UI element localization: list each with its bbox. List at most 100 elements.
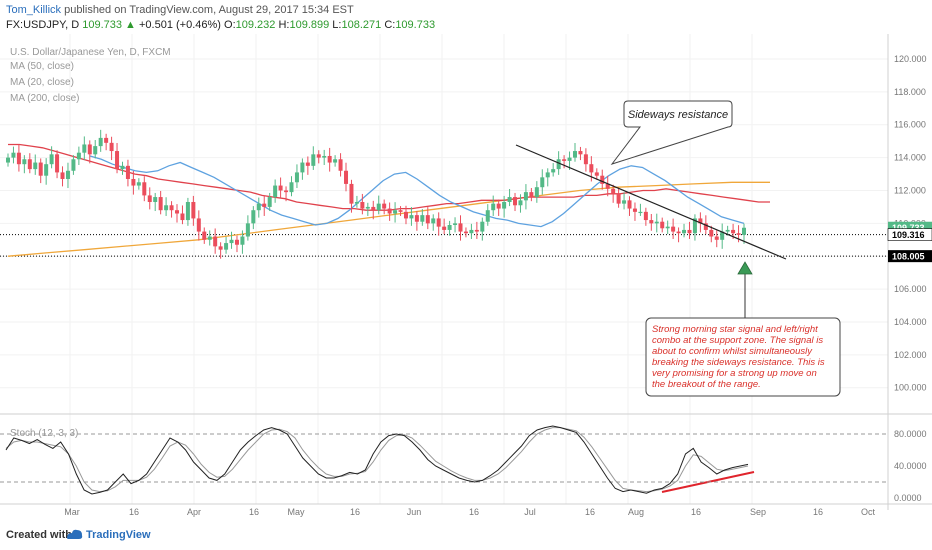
footer: Created with TradingView [0, 520, 932, 550]
candle-body [71, 159, 76, 171]
stoch-d-line [5, 427, 749, 493]
price-label-bg [887, 228, 932, 241]
x-tick-label: May [287, 507, 305, 517]
candle-body [491, 203, 496, 211]
candle-body [289, 182, 294, 193]
candle-body [218, 246, 223, 250]
candle-body [240, 236, 245, 245]
candle-body [164, 205, 169, 211]
candle-body [507, 197, 512, 202]
candle-body [251, 210, 256, 224]
candle-body [131, 178, 136, 186]
candle-body [16, 152, 21, 165]
candle-body [447, 225, 452, 230]
candle-body [224, 243, 229, 250]
candle-body [682, 229, 687, 234]
candle-body [333, 159, 338, 163]
y-tick-label: 118.000 [894, 87, 926, 97]
note-line: very promising for a strong up move on [652, 368, 817, 379]
chart-header: Tom_Killick published on TradingView.com… [0, 0, 932, 34]
candle-body [33, 162, 38, 170]
candle-body [382, 203, 387, 209]
candle-body [393, 210, 398, 214]
price-label: 108.005 [892, 252, 925, 262]
candle-body [82, 144, 87, 153]
candle-body [736, 233, 741, 235]
candle-body [632, 208, 637, 212]
candle-body [480, 221, 485, 232]
candle-body [158, 197, 163, 211]
candle-body [11, 152, 16, 158]
price-chart[interactable]: Sideways resistance Strong morning star … [0, 34, 932, 520]
candle-body [398, 210, 403, 212]
candle-body [703, 223, 708, 230]
y-tick-label: 106.000 [894, 284, 927, 294]
candle-body [87, 144, 92, 155]
grid [0, 34, 932, 504]
candle-body [169, 205, 174, 211]
candle-body [463, 231, 468, 234]
candle-body [414, 215, 419, 222]
candle-body [594, 172, 599, 176]
candle-body [518, 200, 523, 206]
candle-body [6, 157, 10, 163]
price-label: 109.316 [892, 230, 925, 240]
author-link[interactable]: Tom_Killick [6, 4, 62, 16]
candle-body [725, 229, 730, 232]
ma20-line [89, 155, 745, 228]
drawings[interactable]: Sideways resistance Strong morning star … [515, 100, 841, 493]
candle-body [327, 155, 332, 163]
candle-body [311, 154, 316, 166]
tradingview-logo-icon [67, 529, 83, 539]
candle-body [605, 183, 610, 189]
candle-body [191, 201, 196, 219]
candle-body [583, 154, 588, 165]
open-value: 109.232 [235, 19, 276, 31]
up-arrow-icon: ▲ [125, 19, 136, 31]
note-box[interactable] [645, 317, 841, 397]
stoch-k-line [5, 425, 749, 495]
candle-body [529, 192, 534, 198]
candle-body [403, 211, 408, 219]
candle-body [245, 223, 250, 237]
x-tick-label: 16 [585, 507, 595, 517]
x-tick-label: Mar [64, 507, 80, 517]
candle-body [267, 197, 272, 207]
candle-body [442, 226, 447, 230]
x-tick-label: Apr [187, 507, 201, 517]
x-tick-label: Jul [524, 507, 536, 517]
candle-body [322, 155, 327, 158]
note-line: the breakout of the range. [652, 379, 761, 390]
created-with: Created with [6, 529, 73, 541]
candle-body [278, 185, 283, 191]
x-tick-label: Jun [407, 507, 422, 517]
candle-body [207, 236, 212, 240]
candle-body [469, 229, 474, 234]
candle-body [523, 192, 528, 201]
axes: 120.000118.000116.000114.000112.000110.0… [0, 34, 932, 517]
candle-body [55, 154, 60, 173]
candle-body [234, 239, 239, 245]
candle-body [720, 231, 725, 240]
x-tick-label: Sep [750, 507, 766, 517]
candle-body [98, 137, 103, 147]
candle-body [294, 172, 299, 183]
resistance-callout[interactable] [610, 100, 733, 165]
candle-body [616, 193, 621, 204]
stoch-tick-label: 80.0000 [894, 429, 927, 439]
candle-body [556, 159, 561, 170]
candle-body [185, 201, 190, 221]
candle-body [65, 170, 70, 179]
note-line: breaking the sideways resistance. This i… [652, 357, 825, 368]
y-tick-label: 112.000 [894, 185, 926, 195]
y-tick-label: 116.000 [894, 120, 926, 130]
resistance-trendline[interactable] [515, 144, 787, 260]
candle-body [502, 201, 507, 209]
x-tick-label: 16 [691, 507, 701, 517]
candle-body [142, 182, 147, 196]
tradingview-brand[interactable]: TradingView [86, 529, 151, 541]
candle-body [458, 223, 463, 232]
candle-body [436, 218, 441, 227]
candle-body [49, 154, 54, 165]
stoch-tick-label: 40.0000 [894, 461, 927, 471]
